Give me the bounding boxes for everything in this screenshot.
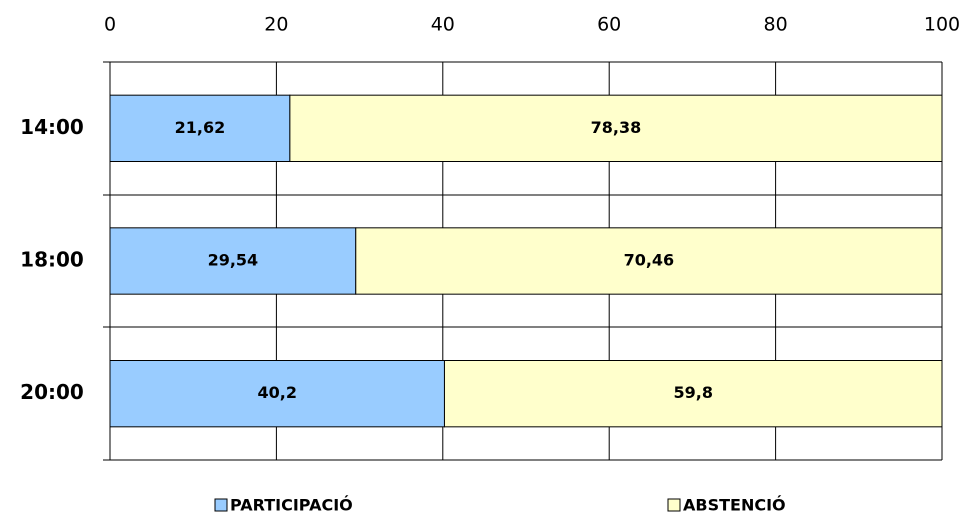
value-label: 59,8	[673, 383, 712, 402]
legend-swatch	[214, 498, 228, 512]
x-tick-label: 0	[104, 14, 116, 36]
bar-segment	[109, 360, 445, 428]
bar-segment	[109, 227, 357, 295]
x-tick-label: 80	[764, 14, 788, 36]
value-label: 78,38	[591, 118, 642, 137]
category-label: 20:00	[20, 380, 84, 404]
legend-label: ABSTENCIÓ	[683, 496, 786, 515]
x-tick-label: 60	[597, 14, 621, 36]
category-label: 18:00	[20, 248, 84, 272]
legend-swatch	[667, 498, 681, 512]
value-label: 29,54	[208, 251, 259, 270]
x-tick-label: 100	[924, 14, 960, 36]
legend-label: PARTICIPACIÓ	[230, 496, 353, 515]
x-tick-label: 20	[264, 14, 288, 36]
value-label: 21,62	[175, 118, 226, 137]
bar-segment	[443, 360, 943, 428]
bar-segment	[355, 227, 943, 295]
bar-segment	[109, 94, 291, 162]
value-label: 40,2	[257, 383, 296, 402]
bar-segment	[289, 94, 943, 162]
x-tick-label: 40	[431, 14, 455, 36]
value-label: 70,46	[624, 251, 675, 270]
category-label: 14:00	[20, 115, 84, 139]
